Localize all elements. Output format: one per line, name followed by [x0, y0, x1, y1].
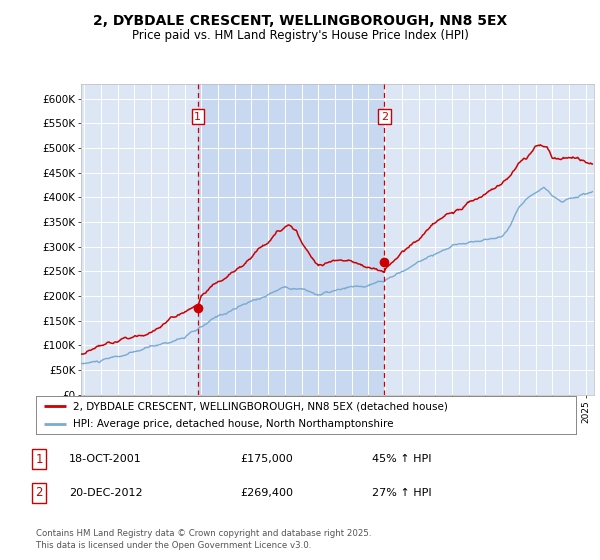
Text: 2, DYBDALE CRESCENT, WELLINGBOROUGH, NN8 5EX: 2, DYBDALE CRESCENT, WELLINGBOROUGH, NN8… [93, 14, 507, 28]
Text: Contains HM Land Registry data © Crown copyright and database right 2025.
This d: Contains HM Land Registry data © Crown c… [36, 529, 371, 550]
Text: 2, DYBDALE CRESCENT, WELLINGBOROUGH, NN8 5EX (detached house): 2, DYBDALE CRESCENT, WELLINGBOROUGH, NN8… [73, 401, 448, 411]
Text: 18-OCT-2001: 18-OCT-2001 [69, 454, 142, 464]
Text: 1: 1 [35, 452, 43, 466]
Text: £175,000: £175,000 [240, 454, 293, 464]
Text: 2: 2 [35, 486, 43, 500]
Text: 20-DEC-2012: 20-DEC-2012 [69, 488, 143, 498]
Text: Price paid vs. HM Land Registry's House Price Index (HPI): Price paid vs. HM Land Registry's House … [131, 29, 469, 42]
Text: 27% ↑ HPI: 27% ↑ HPI [372, 488, 431, 498]
Text: HPI: Average price, detached house, North Northamptonshire: HPI: Average price, detached house, Nort… [73, 419, 393, 430]
Bar [198, 84, 385, 395]
Text: £269,400: £269,400 [240, 488, 293, 498]
Text: 45% ↑ HPI: 45% ↑ HPI [372, 454, 431, 464]
Text: 2: 2 [381, 111, 388, 122]
Text: 1: 1 [194, 111, 202, 122]
